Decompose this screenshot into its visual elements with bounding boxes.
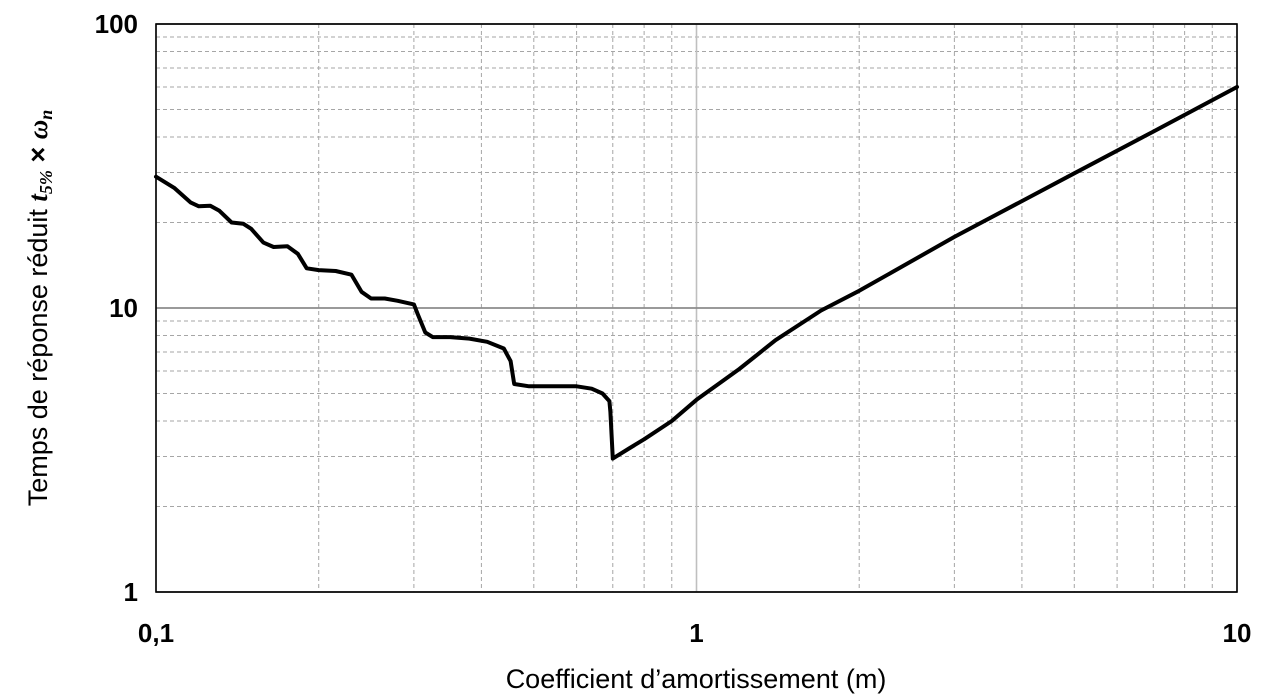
plot-border	[155, 23, 1238, 593]
data-series-line	[154, 85, 1239, 461]
y-axis-title-t: t	[23, 193, 53, 202]
y-axis-title-times: ×	[23, 139, 53, 170]
y-tick-labels: 1 10 100	[95, 9, 138, 607]
y-tick-label: 10	[109, 293, 138, 323]
x-tick-labels: 0,1 1 10	[138, 618, 1252, 648]
x-tick-label: 1	[689, 618, 703, 648]
x-tick-label: 10	[1223, 618, 1252, 648]
y-tick-label: 100	[95, 9, 138, 39]
y-axis-title-omega: ω	[23, 120, 53, 140]
y-axis-title-prefix: Temps de réponse réduit	[23, 202, 53, 507]
y-tick-label: 1	[124, 577, 138, 607]
x-tick-label: 0,1	[138, 618, 174, 648]
x-axis-title: Coefficient d’amortissement (m)	[506, 664, 887, 694]
y-axis-title: Temps de réponse réduit t5% × ωn	[23, 110, 56, 507]
y-axis-title-t-subscript: 5%	[36, 170, 56, 194]
y-axis-title-omega-subscript: n	[36, 110, 56, 120]
